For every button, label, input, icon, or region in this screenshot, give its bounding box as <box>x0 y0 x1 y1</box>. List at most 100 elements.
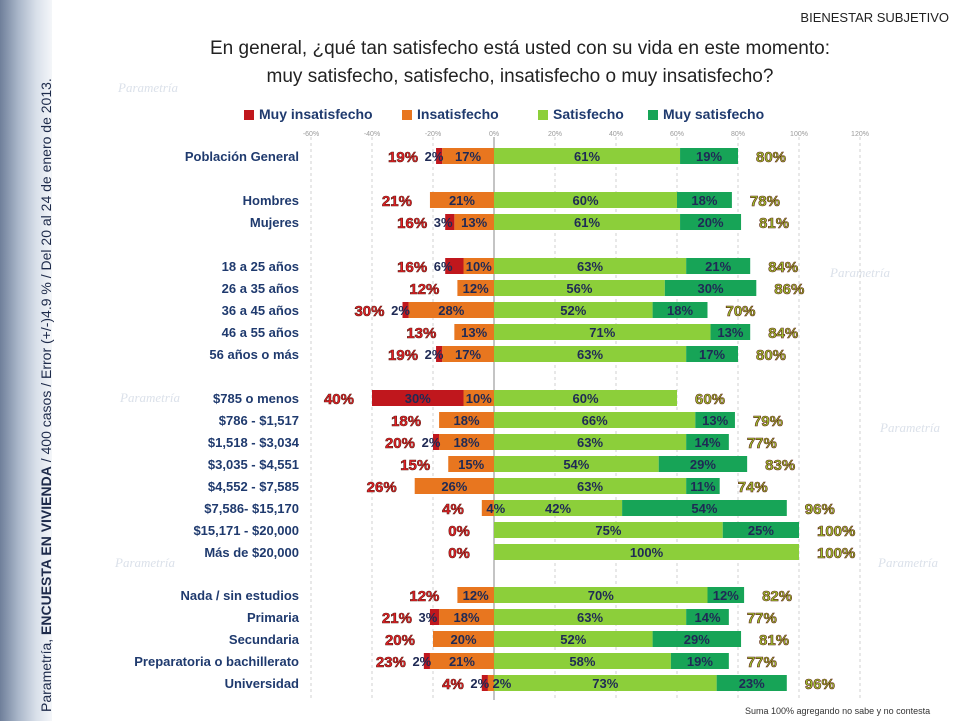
bar-muy-satisfecho <box>707 587 745 603</box>
bar-satisfecho <box>494 609 687 625</box>
label-insatisfecho: 18% <box>454 610 480 625</box>
bar-insatisfecho <box>439 412 494 428</box>
label-muy-insatisfecho: 2% <box>425 347 444 362</box>
bar-muy-satisfecho <box>686 609 729 625</box>
total-satisfecho: 82% <box>762 588 792 605</box>
label-muy-satisfecho: 29% <box>690 457 716 472</box>
bar-muy-satisfecho <box>722 522 799 538</box>
total-satisfecho: 84% <box>768 259 798 276</box>
bar-insatisfecho <box>454 324 494 340</box>
category-label: Preparatoria o bachillerato <box>134 654 299 669</box>
label-satisfecho: 52% <box>560 303 586 318</box>
label-insatisfecho: 18% <box>454 413 480 428</box>
total-insatisfecho: 30% <box>354 303 384 320</box>
category-label: Población General <box>185 149 299 164</box>
bar-insatisfecho <box>487 675 494 691</box>
bar-muy-satisfecho <box>652 631 742 647</box>
bar-insatisfecho <box>442 346 494 362</box>
label-satisfecho: 73% <box>592 676 618 691</box>
total-satisfecho: 80% <box>756 347 786 364</box>
sidebar-strip <box>0 0 52 721</box>
category-label: $785 o menos <box>213 391 299 406</box>
x-tick-label: 20% <box>548 131 562 138</box>
label-insatisfecho: 17% <box>455 149 481 164</box>
label-satisfecho: 58% <box>569 654 595 669</box>
total-satisfecho: 79% <box>753 413 783 430</box>
x-tick-label: 120% <box>851 131 869 138</box>
label-muy-satisfecho: 25% <box>748 523 774 538</box>
label-insatisfecho: 26% <box>441 479 467 494</box>
label-muy-insatisfecho: 2% <box>425 149 444 164</box>
total-satisfecho: 81% <box>759 632 789 649</box>
total-insatisfecho: 20% <box>385 632 415 649</box>
section-label: BIENESTAR SUBJETIVO <box>800 10 949 25</box>
label-insatisfecho: 28% <box>438 303 464 318</box>
label-insatisfecho: 17% <box>455 347 481 362</box>
label-satisfecho: 61% <box>574 215 600 230</box>
label-satisfecho: 66% <box>582 413 608 428</box>
bar-satisfecho <box>494 302 653 318</box>
bar-muy-satisfecho <box>695 412 735 428</box>
bar-satisfecho <box>494 478 687 494</box>
x-tick-label: 40% <box>609 131 623 138</box>
label-muy-satisfecho: 18% <box>667 303 693 318</box>
label-insatisfecho: 15% <box>458 457 484 472</box>
total-satisfecho: 70% <box>726 303 756 320</box>
label-insatisfecho: 18% <box>454 435 480 450</box>
watermark: Parametría <box>118 80 178 95</box>
total-satisfecho: 77% <box>747 610 777 627</box>
bar-insatisfecho <box>481 500 494 516</box>
legend-item-muy-satisfecho: Muy satisfecho <box>648 106 764 122</box>
total-satisfecho: 86% <box>774 281 804 298</box>
label-muy-insatisfecho: 3% <box>419 610 438 625</box>
label-satisfecho: 75% <box>595 523 621 538</box>
bar-muy-insatisfecho <box>433 434 440 450</box>
legend-swatch <box>244 110 254 121</box>
total-insatisfecho: 20% <box>385 435 415 452</box>
label-muy-insatisfecho: 6% <box>434 259 453 274</box>
x-tick-label: -40% <box>364 131 380 138</box>
label-muy-insatisfecho: 30% <box>405 391 431 406</box>
bar-satisfecho <box>494 324 711 340</box>
bar-insatisfecho <box>429 653 494 669</box>
label-muy-satisfecho: 30% <box>698 281 724 296</box>
total-insatisfecho: 16% <box>397 215 427 232</box>
footnote: Suma 100% agregando no sabe y no contest… <box>745 706 931 716</box>
label-satisfecho: 54% <box>563 457 589 472</box>
watermark: Parametría <box>830 265 890 280</box>
category-label: $15,171 - $20,000 <box>193 523 299 538</box>
label-muy-satisfecho: 11% <box>690 479 716 494</box>
category-label: 36 a 45 años <box>222 303 299 318</box>
bar-muy-satisfecho <box>622 500 787 516</box>
category-label: 46 a 55 años <box>222 325 299 340</box>
bar-insatisfecho <box>408 302 494 318</box>
label-muy-satisfecho: 23% <box>739 676 765 691</box>
bar-insatisfecho <box>463 258 494 274</box>
bar-satisfecho <box>494 456 659 472</box>
bar-insatisfecho <box>414 478 494 494</box>
legend-label: Insatisfecho <box>417 106 499 122</box>
watermark: Parametría <box>878 555 938 570</box>
total-insatisfecho: 23% <box>376 654 406 671</box>
total-insatisfecho: 0% <box>448 545 470 562</box>
label-muy-satisfecho: 21% <box>705 259 731 274</box>
label-satisfecho: 61% <box>574 149 600 164</box>
bar-muy-insatisfecho <box>436 148 443 164</box>
category-label: Secundaria <box>229 632 300 647</box>
bar-insatisfecho <box>448 456 494 472</box>
label-satisfecho: 56% <box>566 281 592 296</box>
total-insatisfecho: 4% <box>442 676 464 693</box>
total-satisfecho: 60% <box>695 391 725 408</box>
bar-muy-insatisfecho <box>481 675 488 691</box>
legend-item-insatisfecho: Insatisfecho <box>402 106 499 122</box>
bar-insatisfecho <box>457 587 494 603</box>
total-satisfecho: 77% <box>747 435 777 452</box>
label-satisfecho: 71% <box>589 325 615 340</box>
label-satisfecho: 60% <box>572 391 598 406</box>
category-label: $1,518 - $3,034 <box>208 435 300 450</box>
chart-subtitle: muy satisfecho, satisfecho, insatisfecho… <box>266 66 774 87</box>
total-satisfecho: 96% <box>805 501 835 518</box>
label-satisfecho: 52% <box>560 632 586 647</box>
total-satisfecho: 100% <box>817 523 855 540</box>
label-satisfecho: 63% <box>577 259 603 274</box>
